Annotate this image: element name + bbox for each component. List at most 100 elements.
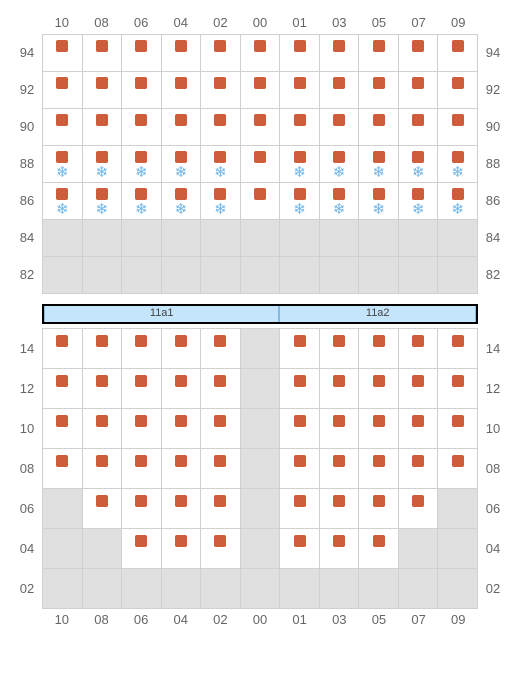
seat[interactable] xyxy=(359,72,399,109)
seat[interactable] xyxy=(438,449,478,489)
seat[interactable] xyxy=(122,449,162,489)
seat[interactable] xyxy=(43,72,83,109)
seat[interactable] xyxy=(241,72,281,109)
seat[interactable] xyxy=(241,146,281,183)
seat[interactable] xyxy=(320,329,360,369)
seat[interactable] xyxy=(162,529,202,569)
seat[interactable] xyxy=(201,72,241,109)
seat[interactable]: ❄ xyxy=(43,183,83,220)
seat[interactable]: ❄ xyxy=(83,183,123,220)
seat[interactable] xyxy=(399,329,439,369)
seat[interactable] xyxy=(83,109,123,146)
seat[interactable] xyxy=(83,329,123,369)
seat[interactable] xyxy=(320,529,360,569)
seat[interactable] xyxy=(201,529,241,569)
seat[interactable] xyxy=(438,72,478,109)
seat[interactable] xyxy=(399,72,439,109)
seat[interactable] xyxy=(399,409,439,449)
seat[interactable]: ❄ xyxy=(280,183,320,220)
seat[interactable] xyxy=(399,369,439,409)
seat[interactable]: ❄ xyxy=(83,146,123,183)
seat[interactable] xyxy=(359,449,399,489)
seat[interactable]: ❄ xyxy=(162,146,202,183)
seat[interactable] xyxy=(43,369,83,409)
seat[interactable] xyxy=(359,109,399,146)
seat[interactable] xyxy=(438,409,478,449)
seat[interactable]: ❄ xyxy=(359,146,399,183)
seat[interactable] xyxy=(241,35,281,72)
seat[interactable]: ❄ xyxy=(438,146,478,183)
seat[interactable] xyxy=(162,329,202,369)
seat[interactable]: ❄ xyxy=(201,146,241,183)
seat[interactable]: ❄ xyxy=(122,146,162,183)
seat[interactable] xyxy=(43,329,83,369)
seat[interactable] xyxy=(320,449,360,489)
seat[interactable] xyxy=(399,109,439,146)
seat[interactable] xyxy=(280,489,320,529)
seat[interactable] xyxy=(162,35,202,72)
seat[interactable] xyxy=(359,529,399,569)
seat[interactable] xyxy=(280,369,320,409)
seat[interactable] xyxy=(162,409,202,449)
seat[interactable] xyxy=(320,72,360,109)
seat[interactable]: ❄ xyxy=(280,146,320,183)
seat[interactable] xyxy=(280,35,320,72)
seat[interactable] xyxy=(320,35,360,72)
seat[interactable] xyxy=(359,35,399,72)
seat[interactable] xyxy=(83,409,123,449)
seat[interactable] xyxy=(280,449,320,489)
seat[interactable] xyxy=(83,72,123,109)
seat[interactable] xyxy=(122,72,162,109)
seat[interactable] xyxy=(359,409,399,449)
seat[interactable] xyxy=(162,72,202,109)
seat[interactable] xyxy=(162,489,202,529)
seat[interactable] xyxy=(241,183,281,220)
seat[interactable] xyxy=(201,369,241,409)
seat[interactable] xyxy=(399,35,439,72)
seat[interactable] xyxy=(201,329,241,369)
seat[interactable] xyxy=(320,489,360,529)
seat[interactable] xyxy=(83,369,123,409)
seat[interactable] xyxy=(320,409,360,449)
seat[interactable] xyxy=(201,109,241,146)
seat[interactable] xyxy=(280,72,320,109)
seat[interactable] xyxy=(122,369,162,409)
seat[interactable] xyxy=(438,369,478,409)
seat[interactable] xyxy=(201,409,241,449)
seat[interactable] xyxy=(162,369,202,409)
seat[interactable] xyxy=(201,449,241,489)
seat[interactable] xyxy=(122,35,162,72)
seat[interactable] xyxy=(122,329,162,369)
seat[interactable] xyxy=(43,449,83,489)
seat[interactable] xyxy=(122,489,162,529)
seat[interactable] xyxy=(241,109,281,146)
seat[interactable] xyxy=(122,529,162,569)
seat[interactable]: ❄ xyxy=(359,183,399,220)
seat[interactable] xyxy=(201,35,241,72)
seat[interactable] xyxy=(83,35,123,72)
seat[interactable] xyxy=(438,329,478,369)
seat[interactable]: ❄ xyxy=(162,183,202,220)
seat[interactable] xyxy=(43,109,83,146)
seat[interactable] xyxy=(280,409,320,449)
seat[interactable]: ❄ xyxy=(43,146,83,183)
seat[interactable] xyxy=(83,489,123,529)
group-segment[interactable]: 11a2 xyxy=(279,306,476,322)
seat[interactable] xyxy=(43,409,83,449)
seat[interactable]: ❄ xyxy=(399,146,439,183)
seat[interactable] xyxy=(280,329,320,369)
seat[interactable] xyxy=(280,109,320,146)
seat[interactable] xyxy=(122,409,162,449)
seat[interactable] xyxy=(399,489,439,529)
seat[interactable] xyxy=(359,329,399,369)
seat[interactable] xyxy=(399,449,439,489)
seat[interactable] xyxy=(438,109,478,146)
seat[interactable] xyxy=(43,35,83,72)
seat[interactable] xyxy=(320,109,360,146)
seat[interactable] xyxy=(201,489,241,529)
seat[interactable]: ❄ xyxy=(122,183,162,220)
seat[interactable] xyxy=(162,109,202,146)
seat[interactable] xyxy=(122,109,162,146)
seat[interactable]: ❄ xyxy=(320,183,360,220)
seat[interactable] xyxy=(359,489,399,529)
